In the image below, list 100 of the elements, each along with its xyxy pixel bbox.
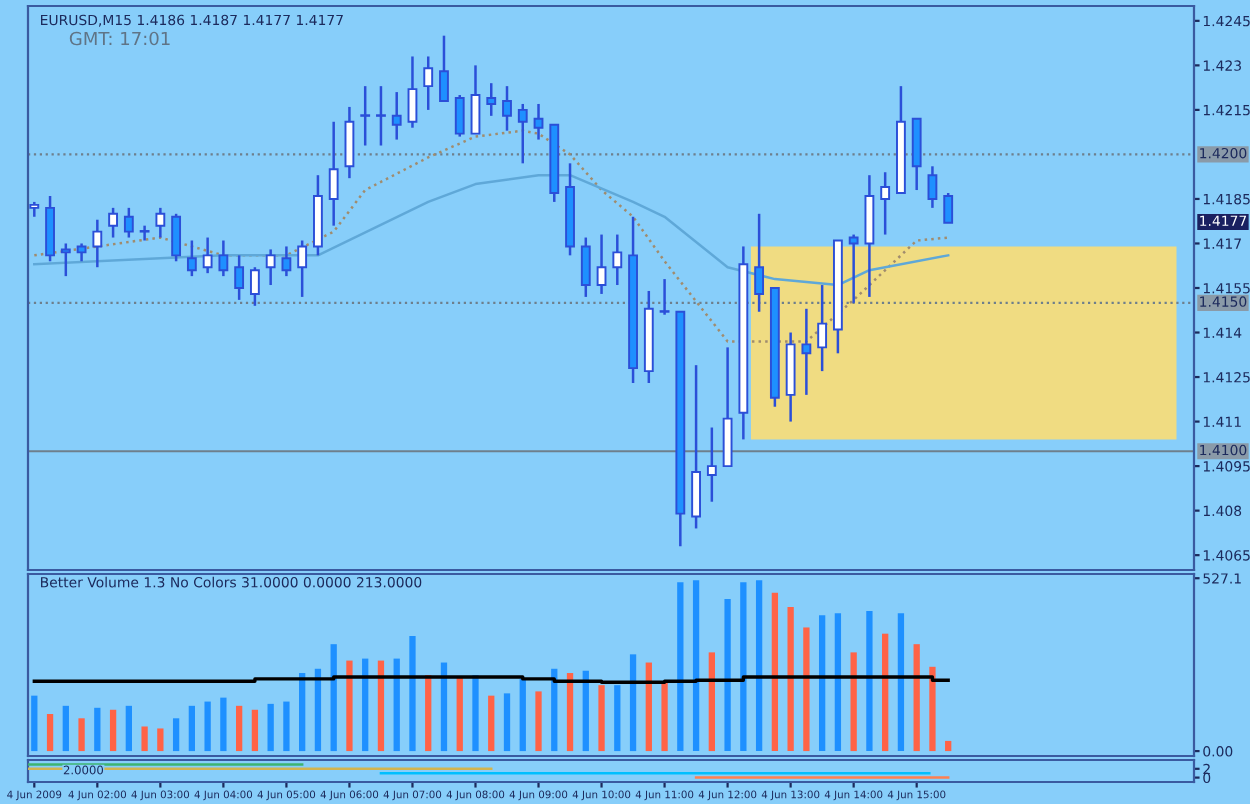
candlestick [202,236,213,275]
bar [299,673,306,752]
candlestick [139,224,150,242]
candlestick [848,233,859,305]
bar [46,714,54,752]
bar [220,697,227,752]
candlestick [108,206,118,239]
bar [346,660,353,752]
candlestick [754,212,765,313]
bar [283,701,290,752]
bar [362,658,369,752]
bar [677,582,684,752]
bar [598,685,605,752]
bar [456,676,463,752]
bar [235,705,243,752]
candlestick [502,84,512,132]
bar [141,726,148,752]
bar [708,652,715,752]
line-series [33,173,950,287]
candlestick [533,102,544,141]
candlestick [218,239,229,278]
candlestick [470,64,481,135]
bar [377,660,385,752]
bar [157,728,164,752]
bar [393,658,400,752]
bar [645,662,652,752]
bar [913,644,920,752]
bar [314,668,322,752]
bar [834,613,842,752]
candlestick [911,117,922,192]
bar [519,678,526,752]
candlestick [391,90,402,141]
bar [582,670,589,752]
bar [692,580,700,752]
bar [945,740,952,752]
candlestick [45,194,55,263]
candlestick [376,84,386,147]
candlestick [123,206,134,239]
candlestick [155,206,166,239]
candlestick [60,242,71,278]
bar [740,582,747,752]
candlestick [659,277,670,316]
bar [251,709,259,752]
candlestick [328,120,339,227]
bar [78,718,85,752]
candlestick [297,239,308,299]
bar [188,705,196,752]
candlestick [423,55,434,112]
candlestick [880,170,891,236]
bar [755,580,763,752]
bar [94,707,101,752]
candlestick [817,283,828,373]
bar [62,705,69,752]
candlestick [344,105,355,180]
annotation: GMT: 17:01 [69,31,170,46]
candlestick [360,84,371,147]
bar [535,691,542,752]
candlestick [691,363,701,530]
candlestick [281,245,292,278]
bar [897,613,905,752]
bar [629,654,637,752]
candlestick [92,218,103,269]
bar [661,681,668,752]
candlestick [486,81,497,118]
bar [409,635,416,752]
bar [109,709,117,752]
bar [818,615,826,752]
bar [787,607,794,752]
bar [488,695,495,752]
bar [31,695,38,752]
candlestick [596,233,607,296]
bar [803,627,810,752]
bar [440,662,448,752]
candlestick [234,254,245,302]
bar [330,644,337,752]
bar [850,652,857,752]
bar [503,693,511,752]
candlestick [706,426,717,503]
candlestick [171,212,182,263]
bar [566,673,574,752]
bar [204,701,211,752]
bar [614,685,621,752]
bar [425,675,432,752]
candlestick [439,34,449,103]
candlestick [801,307,812,397]
candlestick [580,236,591,299]
bar [267,703,274,752]
bar [472,675,479,752]
candlestick [864,173,875,299]
candlestick [612,233,623,287]
bar [771,592,779,752]
bar [866,611,873,752]
candlestick [943,191,954,224]
candlestick [722,346,733,468]
candlestick [517,102,528,165]
candlestick [186,239,197,278]
candlestick [454,93,465,138]
candlestick [249,265,260,308]
candlestick [927,165,938,210]
bar [172,718,180,752]
